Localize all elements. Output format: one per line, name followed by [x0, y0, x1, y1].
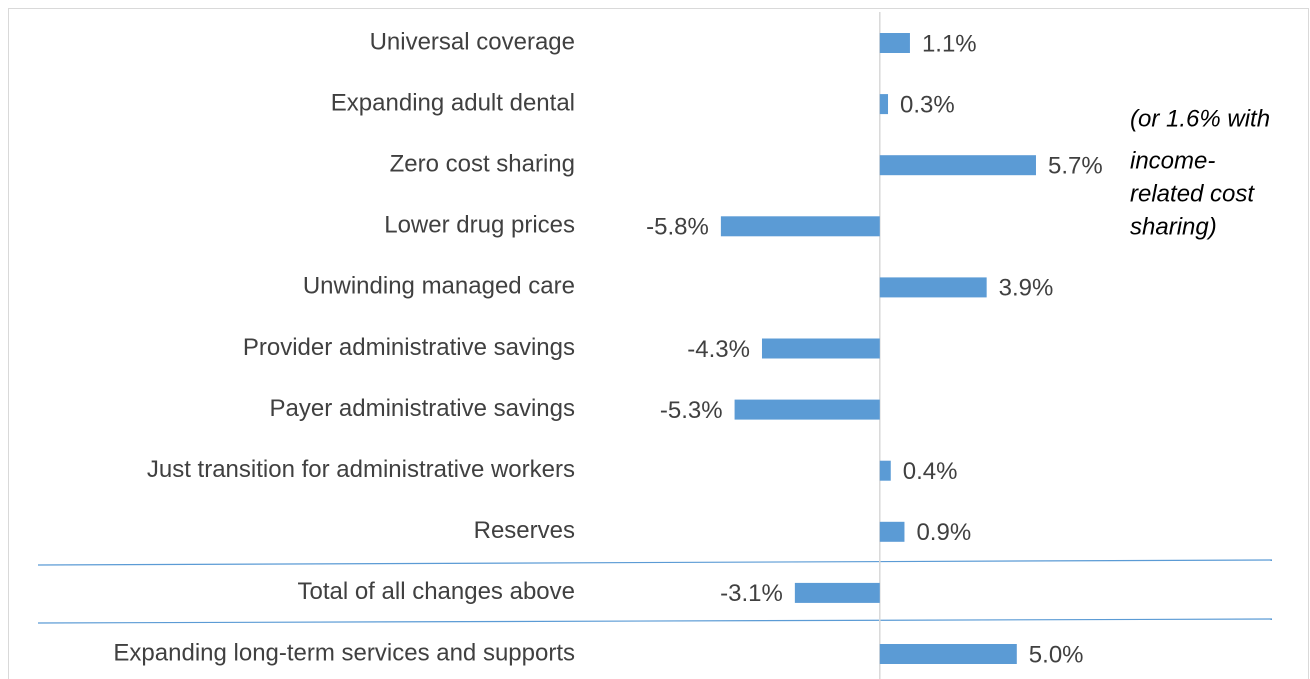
bar: [879, 94, 889, 115]
separator: [37, 618, 1273, 624]
category-label: Expanding long-term services and support…: [113, 639, 575, 666]
annotation: income-: [1130, 147, 1215, 174]
bar: [879, 33, 910, 53]
value-label: -3.1%: [720, 580, 783, 607]
value-label: 0.3%: [900, 91, 955, 118]
separator: [37, 559, 1273, 566]
value-label: 0.9%: [916, 519, 971, 546]
bar: [879, 277, 987, 298]
value-label: 1.1%: [922, 30, 977, 57]
category-label: Reserves: [474, 517, 575, 544]
category-label: Universal coverage: [370, 28, 575, 55]
bar: [761, 338, 880, 359]
value-label: 0.4%: [903, 458, 958, 485]
chart-border: [8, 8, 1309, 679]
bar: [734, 399, 880, 420]
bar: [794, 582, 880, 603]
value-label: 5.0%: [1029, 641, 1084, 668]
annotation: sharing): [1130, 213, 1217, 240]
bar: [879, 460, 891, 481]
value-label: -5.8%: [646, 214, 709, 241]
bar: [879, 155, 1036, 176]
value-label: -4.3%: [687, 336, 750, 363]
value-label: 5.7%: [1048, 153, 1103, 180]
category-label: Lower drug prices: [384, 212, 575, 239]
category-label: Total of all changes above: [297, 578, 575, 605]
category-label: Unwinding managed care: [303, 273, 575, 300]
category-label: Zero cost sharing: [390, 151, 575, 178]
value-label: 3.9%: [999, 275, 1054, 302]
value-label: -5.3%: [660, 397, 723, 424]
category-label: Expanding adult dental: [331, 89, 575, 116]
annotation: related cost: [1130, 180, 1255, 207]
bar: [879, 644, 1017, 664]
annotation: (or 1.6% with: [1130, 105, 1270, 132]
bar: [879, 521, 905, 542]
category-label: Just transition for administrative worke…: [147, 456, 575, 483]
category-label: Provider administrative savings: [243, 334, 575, 361]
category-label: Payer administrative savings: [270, 395, 575, 422]
bar: [720, 216, 880, 237]
